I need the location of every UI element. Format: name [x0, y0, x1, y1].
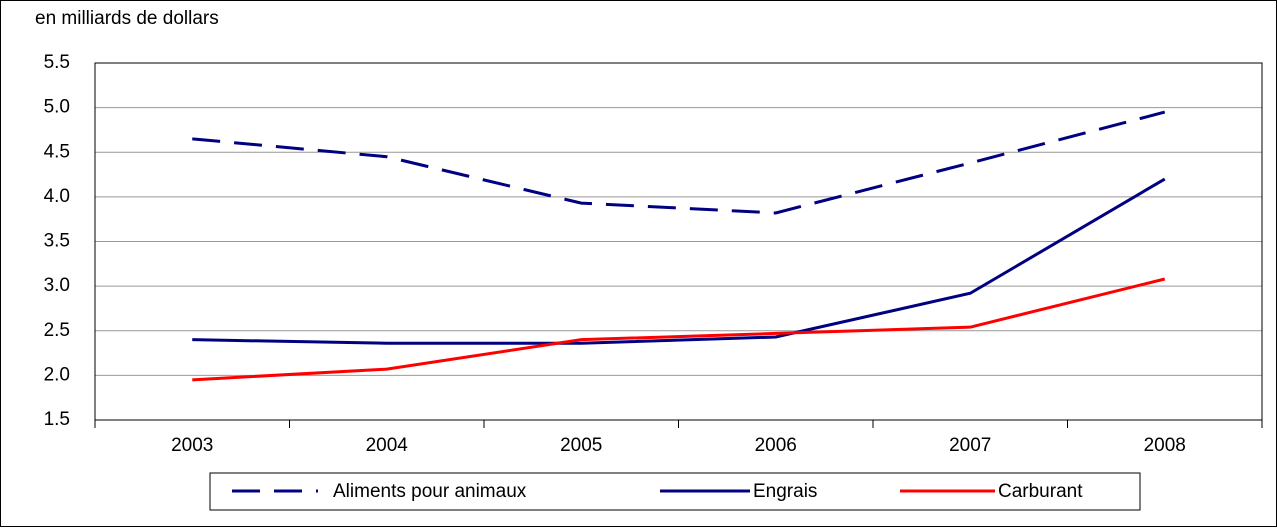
y-tick-label: 2.0 [44, 364, 70, 385]
y-tick-label: 4.5 [44, 141, 70, 162]
x-tick-label: 2007 [949, 435, 991, 456]
x-tick-label: 2006 [755, 435, 797, 456]
x-tick-label: 2003 [171, 435, 213, 456]
series-line [192, 110, 1166, 215]
legend-label: Engrais [753, 481, 817, 502]
y-tick-label: 3.0 [44, 275, 70, 296]
legend-label: Aliments pour animaux [333, 481, 527, 502]
x-tick-label: 2005 [560, 435, 602, 456]
y-tick-label: 5.0 [44, 97, 70, 118]
y-axis-label: en milliards de dollars [35, 8, 219, 29]
y-tick-label: 3.5 [44, 231, 70, 252]
series-line [192, 177, 1166, 345]
y-tick-label: 5.5 [44, 52, 70, 73]
y-tick-label: 4.0 [44, 186, 70, 207]
x-tick-label: 2008 [1144, 435, 1186, 456]
y-tick-label: 1.5 [44, 409, 70, 430]
series-line [192, 277, 1166, 382]
x-tick-label: 2004 [366, 435, 409, 456]
y-tick-label: 2.5 [44, 320, 70, 341]
legend-label: Carburant [998, 481, 1083, 502]
